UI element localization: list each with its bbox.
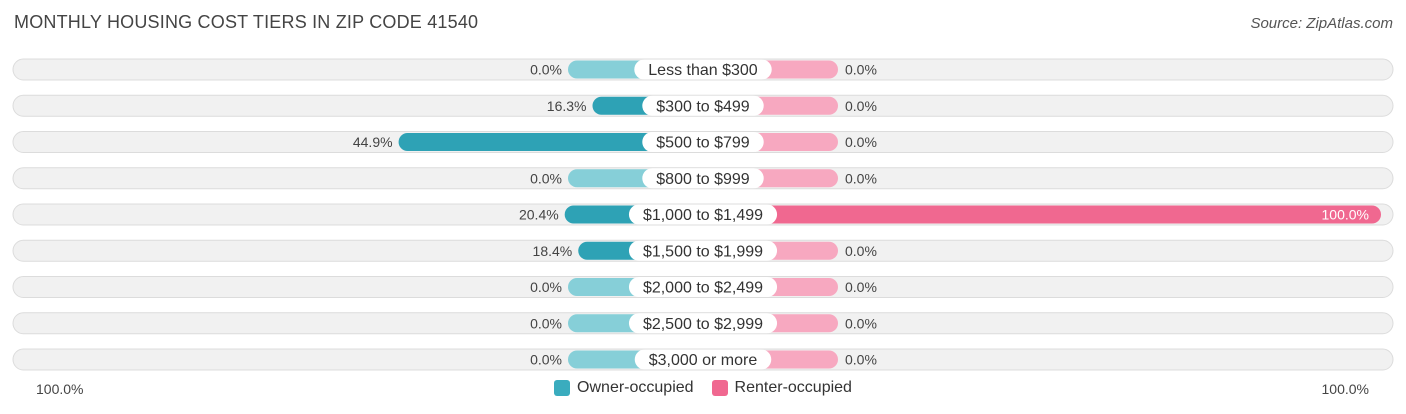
category-label: $1,000 to $1,499 [643, 207, 763, 224]
category-label: $2,000 to $2,499 [643, 280, 763, 297]
legend: Owner-occupied Renter-occupied [0, 379, 1406, 397]
renter-value-label: 0.0% [845, 279, 877, 295]
legend-swatch-renter [711, 380, 728, 396]
category-pill [628, 204, 778, 225]
category-pill [628, 277, 778, 297]
axis-left-label: 100.0% [36, 381, 84, 397]
category-label: $300 to $499 [656, 98, 750, 115]
axis-right-label: 100.0% [1321, 381, 1369, 397]
renter-value-label: 100.0% [1322, 207, 1369, 223]
category-pill [628, 313, 778, 334]
category-pill [634, 349, 772, 370]
renter-value-label: 0.0% [845, 352, 877, 368]
owner-value-label: 0.0% [530, 352, 562, 368]
category-label: $1,500 to $1,999 [643, 243, 763, 260]
renter-value-label: 0.0% [845, 134, 877, 150]
owner-value-label: 20.4% [519, 207, 559, 223]
category-label: $3,000 or more [649, 352, 758, 369]
renter-value-label: 0.0% [845, 170, 877, 186]
renter-bar [703, 205, 1381, 224]
legend-swatch-owner [554, 380, 571, 396]
renter-value-label: 0.0% [845, 315, 877, 331]
owner-value-label: 0.0% [530, 315, 562, 331]
legend-label-renter: Renter-occupied [734, 379, 852, 396]
category-pill [642, 95, 764, 116]
category-pill [634, 59, 772, 80]
category-pill [628, 240, 778, 261]
legend-item-owner: Owner-occupied [554, 379, 694, 397]
category-label: $2,500 to $2,999 [643, 316, 763, 333]
owner-value-label: 0.0% [530, 279, 562, 295]
owner-value-label: 18.4% [533, 243, 573, 259]
chart-title: MONTHLY HOUSING COST TIERS IN ZIP CODE 4… [14, 12, 479, 32]
owner-value-label: 0.0% [530, 170, 562, 186]
category-pill [642, 132, 764, 152]
category-label: $800 to $999 [656, 171, 750, 188]
legend-item-renter: Renter-occupied [711, 379, 852, 397]
renter-value-label: 0.0% [845, 62, 877, 78]
legend-label-owner: Owner-occupied [577, 379, 694, 396]
owner-value-label: 0.0% [530, 62, 562, 78]
owner-value-label: 44.9% [353, 134, 393, 150]
category-label: $500 to $799 [656, 135, 750, 152]
owner-bar [398, 133, 703, 151]
owner-value-label: 16.3% [547, 98, 587, 114]
renter-value-label: 0.0% [845, 243, 877, 259]
category-label: Less than $300 [648, 62, 758, 79]
renter-value-label: 0.0% [845, 98, 877, 114]
source-label: Source: ZipAtlas.com [1250, 15, 1393, 32]
category-pill [642, 168, 764, 189]
